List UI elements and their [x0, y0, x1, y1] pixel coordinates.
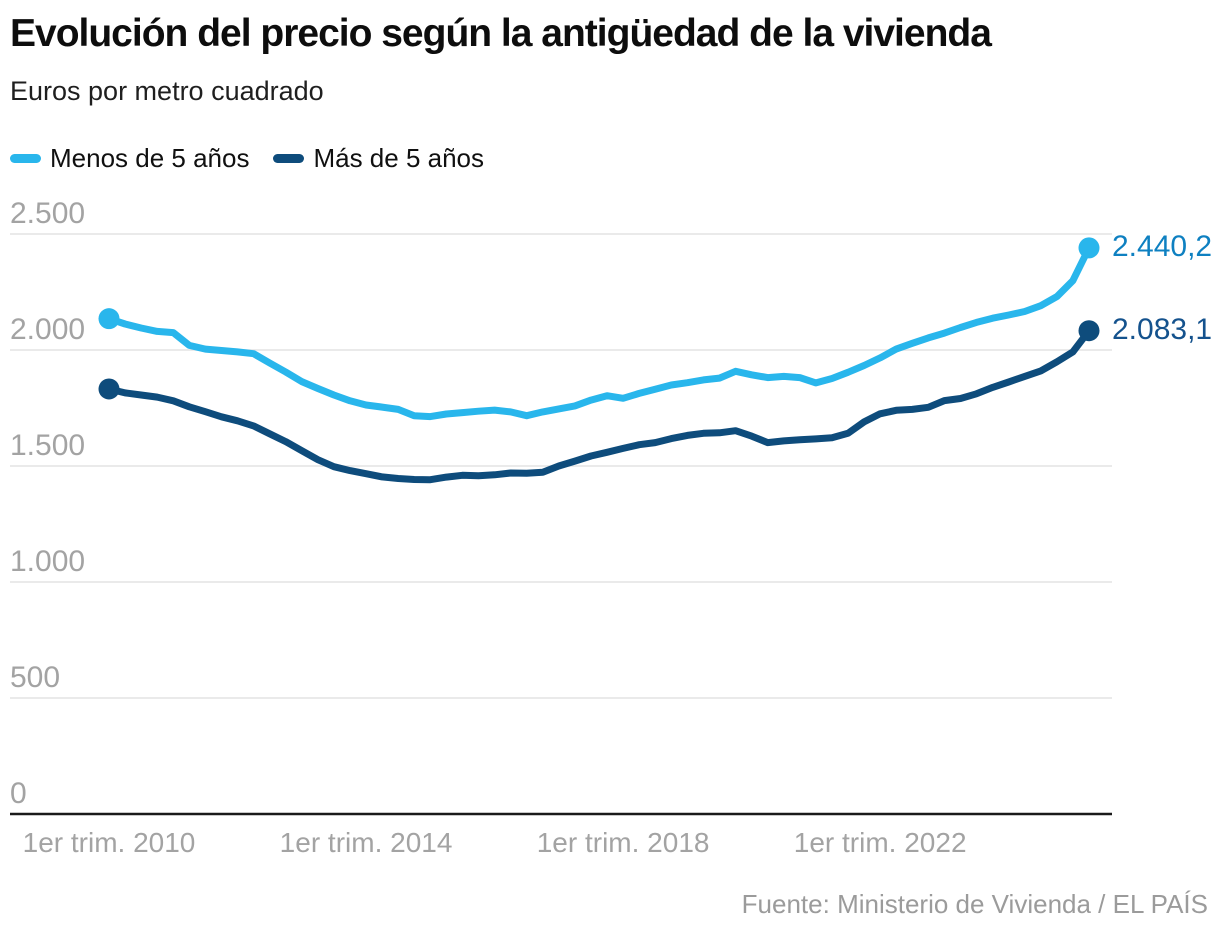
start-dot-1 — [98, 378, 120, 400]
x-tick-label: 1er trim. 2010 — [23, 827, 196, 858]
x-axis-labels: 1er trim. 2010 1er trim. 2014 1er trim. 20… — [23, 827, 967, 858]
y-tick-label-1.500: 1.500 — [10, 429, 85, 462]
legend-swatch-mas-de-5 — [273, 154, 305, 163]
y-tick-label-500: 500 — [10, 661, 60, 694]
legend-item-mas-de-5: Más de 5 años — [273, 143, 484, 174]
legend: Menos de 5 años Más de 5 años — [10, 143, 484, 174]
source-credit: Fuente: Ministerio de Vivienda / EL PAÍS — [741, 889, 1208, 919]
x-tick-label: 1er trim. 2022 — [794, 827, 967, 858]
end-value-label-menos-de-5: 2.440,2 — [1112, 229, 1213, 263]
legend-label-menos-de-5: Menos de 5 años — [50, 143, 250, 173]
y-tick-label-2.500: 2.500 — [10, 197, 85, 230]
start-dot-0 — [98, 308, 120, 330]
end-value-label-mas-de-5: 2.083,1 — [1112, 312, 1213, 346]
y-tick-label-0: 0 — [10, 777, 27, 810]
x-tick-label: 1er trim. 2014 — [280, 827, 453, 858]
y-axis-labels: 0 500 1.000 1.500 2.000 2.500 — [10, 197, 85, 810]
x-tick-label: 1er trim. 2018 — [537, 827, 710, 858]
line-1 — [105, 327, 1093, 484]
end-dot-1 — [1078, 320, 1100, 342]
chart-subtitle: Euros por metro cuadrado — [10, 76, 324, 106]
legend-swatch-menos-de-5 — [10, 154, 41, 163]
gridlines — [10, 233, 1112, 816]
legend-label-mas-de-5: Más de 5 años — [313, 143, 485, 173]
series-lines — [98, 237, 1100, 484]
y-tick-label-1.000: 1.000 — [10, 545, 85, 578]
line-0 — [105, 244, 1093, 421]
chart-title: Evolución del precio según la antigüedad… — [10, 12, 992, 55]
y-tick-label-2.000: 2.000 — [10, 313, 85, 346]
end-dot-0 — [1078, 237, 1100, 259]
legend-item-menos-de-5: Menos de 5 años — [10, 143, 249, 174]
